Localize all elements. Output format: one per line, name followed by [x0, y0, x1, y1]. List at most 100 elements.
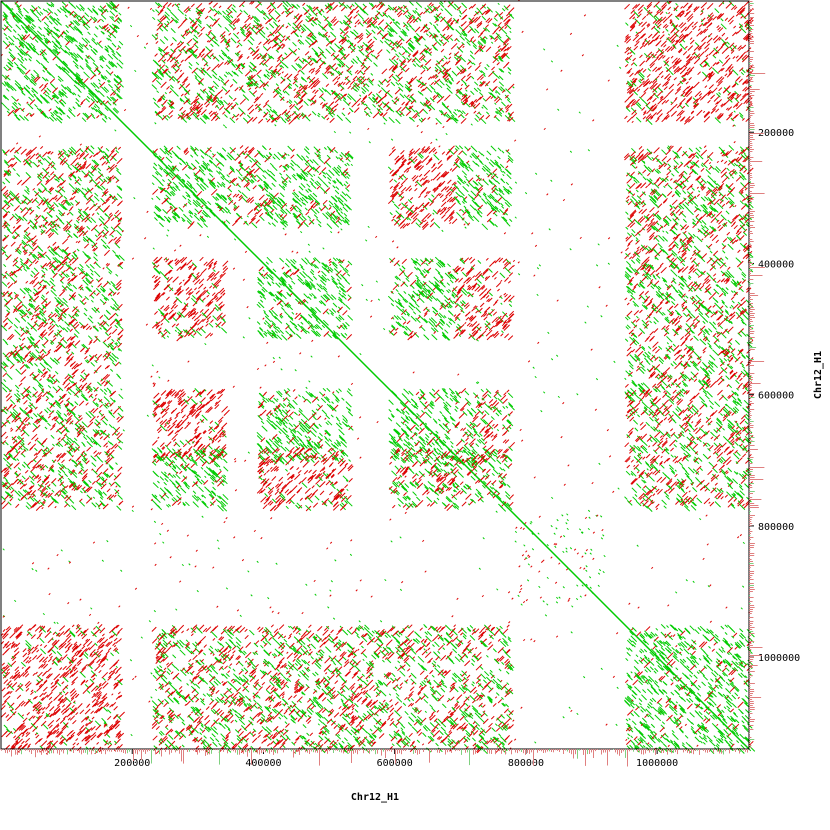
forward-hit	[202, 162, 208, 169]
forward-hit	[185, 191, 191, 197]
forward-hit	[499, 466, 503, 471]
forward-hit	[295, 333, 302, 339]
reverse-hit	[632, 16, 636, 20]
reverse-hit	[154, 275, 158, 279]
forward-hit	[499, 505, 507, 512]
forward-hit	[388, 409, 392, 413]
forward-hit	[418, 296, 425, 304]
forward-hit	[346, 162, 350, 167]
reverse-hit	[183, 147, 189, 153]
forward-hit	[625, 59, 629, 64]
reverse-hit	[345, 157, 349, 161]
reverse-hit	[279, 214, 284, 218]
forward-hit	[270, 193, 276, 199]
forward-hit	[464, 175, 467, 179]
forward-hit	[31, 90, 35, 94]
forward-hit	[459, 162, 465, 169]
forward-hit	[34, 103, 38, 108]
forward-hit	[296, 154, 304, 161]
forward-hit	[408, 467, 415, 474]
reverse-hit	[449, 168, 453, 171]
reverse-hit	[200, 397, 206, 403]
reverse-hit	[646, 73, 651, 78]
forward-hit	[463, 449, 470, 456]
forward-hit	[404, 423, 411, 431]
forward-hit	[94, 88, 99, 93]
forward-hit	[494, 198, 501, 205]
reverse-hit	[414, 187, 418, 192]
reverse-hit	[281, 153, 287, 159]
forward-hit	[322, 212, 327, 218]
forward-hit	[299, 197, 304, 202]
forward-hit	[214, 421, 219, 426]
forward-hit	[169, 155, 173, 159]
reverse-hit	[407, 166, 412, 171]
forward-hit	[503, 463, 510, 469]
forward-hit	[167, 503, 171, 507]
forward-hit	[279, 192, 285, 198]
forward-hit	[339, 170, 345, 176]
reverse-hit	[448, 216, 454, 222]
reverse-hit	[492, 168, 498, 174]
reverse-hit	[491, 189, 496, 194]
forward-hit	[181, 219, 185, 223]
forward-hit	[199, 149, 204, 154]
forward-hit	[328, 204, 332, 208]
forward-hit	[334, 189, 340, 195]
forward-hit	[177, 174, 182, 179]
forward-hit	[221, 183, 226, 188]
forward-hit	[336, 278, 341, 282]
forward-hit	[276, 214, 283, 222]
forward-hit	[246, 177, 254, 184]
forward-hit	[182, 178, 185, 182]
reverse-hit	[402, 223, 409, 229]
forward-hit	[405, 217, 409, 221]
forward-hit	[256, 149, 264, 157]
reverse-hit	[194, 311, 199, 316]
forward-hit	[306, 496, 313, 504]
reverse-hit	[210, 277, 215, 281]
forward-hit	[308, 314, 313, 319]
reverse-hit	[42, 90, 47, 95]
reverse-hit	[25, 69, 31, 75]
forward-hit	[432, 310, 437, 315]
forward-hit	[223, 474, 227, 478]
forward-hit	[111, 88, 117, 94]
forward-hit	[424, 433, 430, 438]
reverse-hit	[735, 55, 739, 59]
forward-hit	[494, 454, 499, 459]
forward-hit	[388, 399, 394, 405]
forward-hit	[192, 199, 200, 207]
forward-hit	[214, 304, 222, 311]
reverse-hit	[290, 493, 296, 499]
forward-hit	[171, 498, 175, 502]
forward-hit	[694, 42, 700, 47]
reverse-hit	[159, 291, 165, 298]
forward-hit	[303, 177, 308, 182]
forward-hit	[23, 7, 29, 14]
forward-hit	[390, 303, 395, 307]
forward-hit	[317, 308, 322, 313]
reverse-hit	[474, 410, 481, 417]
reverse-hit	[285, 481, 291, 486]
reverse-hit	[168, 431, 174, 436]
forward-hit	[474, 201, 478, 205]
forward-hit	[301, 215, 307, 221]
forward-hit	[249, 159, 253, 163]
reverse-hit	[502, 258, 508, 263]
forward-hit	[339, 299, 346, 306]
reverse-hit	[468, 256, 473, 261]
forward-hit	[288, 269, 292, 272]
reverse-hit	[417, 499, 424, 506]
reverse-hit	[491, 184, 497, 190]
reverse-hit	[193, 318, 197, 322]
forward-hit	[470, 145, 478, 153]
reverse-hit	[311, 485, 315, 489]
forward-hit	[472, 392, 480, 399]
reverse-hit	[422, 149, 427, 154]
forward-hit	[56, 17, 60, 21]
forward-hit	[212, 315, 218, 321]
reverse-hit	[732, 56, 736, 60]
reverse-hit	[718, 1, 725, 7]
reverse-hit	[266, 469, 270, 474]
